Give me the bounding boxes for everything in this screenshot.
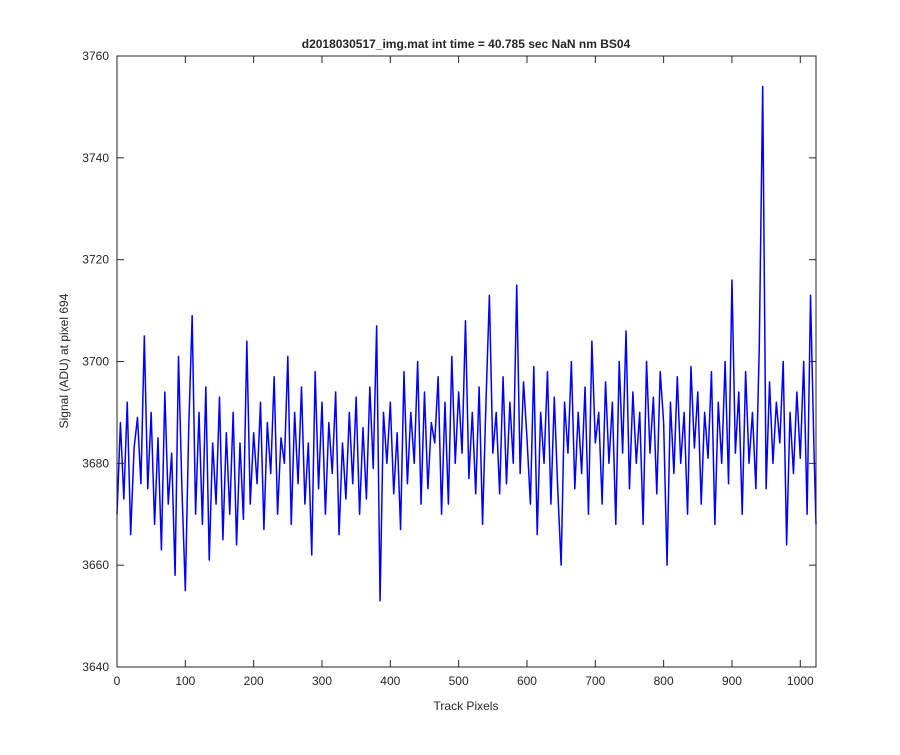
chart-title: d2018030517_img.mat int time = 40.785 se… (302, 37, 631, 51)
x-tick-label: 300 (312, 674, 332, 688)
x-tick-label: 800 (654, 674, 674, 688)
x-tick-label: 100 (175, 674, 195, 688)
y-tick-label: 3640 (82, 660, 109, 674)
x-tick-label: 500 (449, 674, 469, 688)
x-tick-label: 0 (114, 674, 121, 688)
data-line (116, 85, 817, 602)
y-tick-label: 3660 (82, 558, 109, 572)
y-tick-label: 3760 (82, 49, 109, 63)
y-axis-label: Signal (ADU) at pixel 694 (57, 293, 71, 428)
x-tick-label: 1000 (787, 674, 814, 688)
y-tick-label: 3700 (82, 355, 109, 369)
x-tick-label: 200 (244, 674, 264, 688)
x-axis-label: Track Pixels (434, 699, 499, 713)
x-tick-label: 400 (380, 674, 400, 688)
plot-frame (116, 55, 817, 668)
y-tick-label: 3680 (82, 456, 109, 470)
y-tick-label: 3720 (82, 253, 109, 267)
x-tick-label: 900 (722, 674, 742, 688)
x-tick-label: 600 (517, 674, 537, 688)
x-tick-label: 700 (585, 674, 605, 688)
y-tick-label: 3740 (82, 151, 109, 165)
